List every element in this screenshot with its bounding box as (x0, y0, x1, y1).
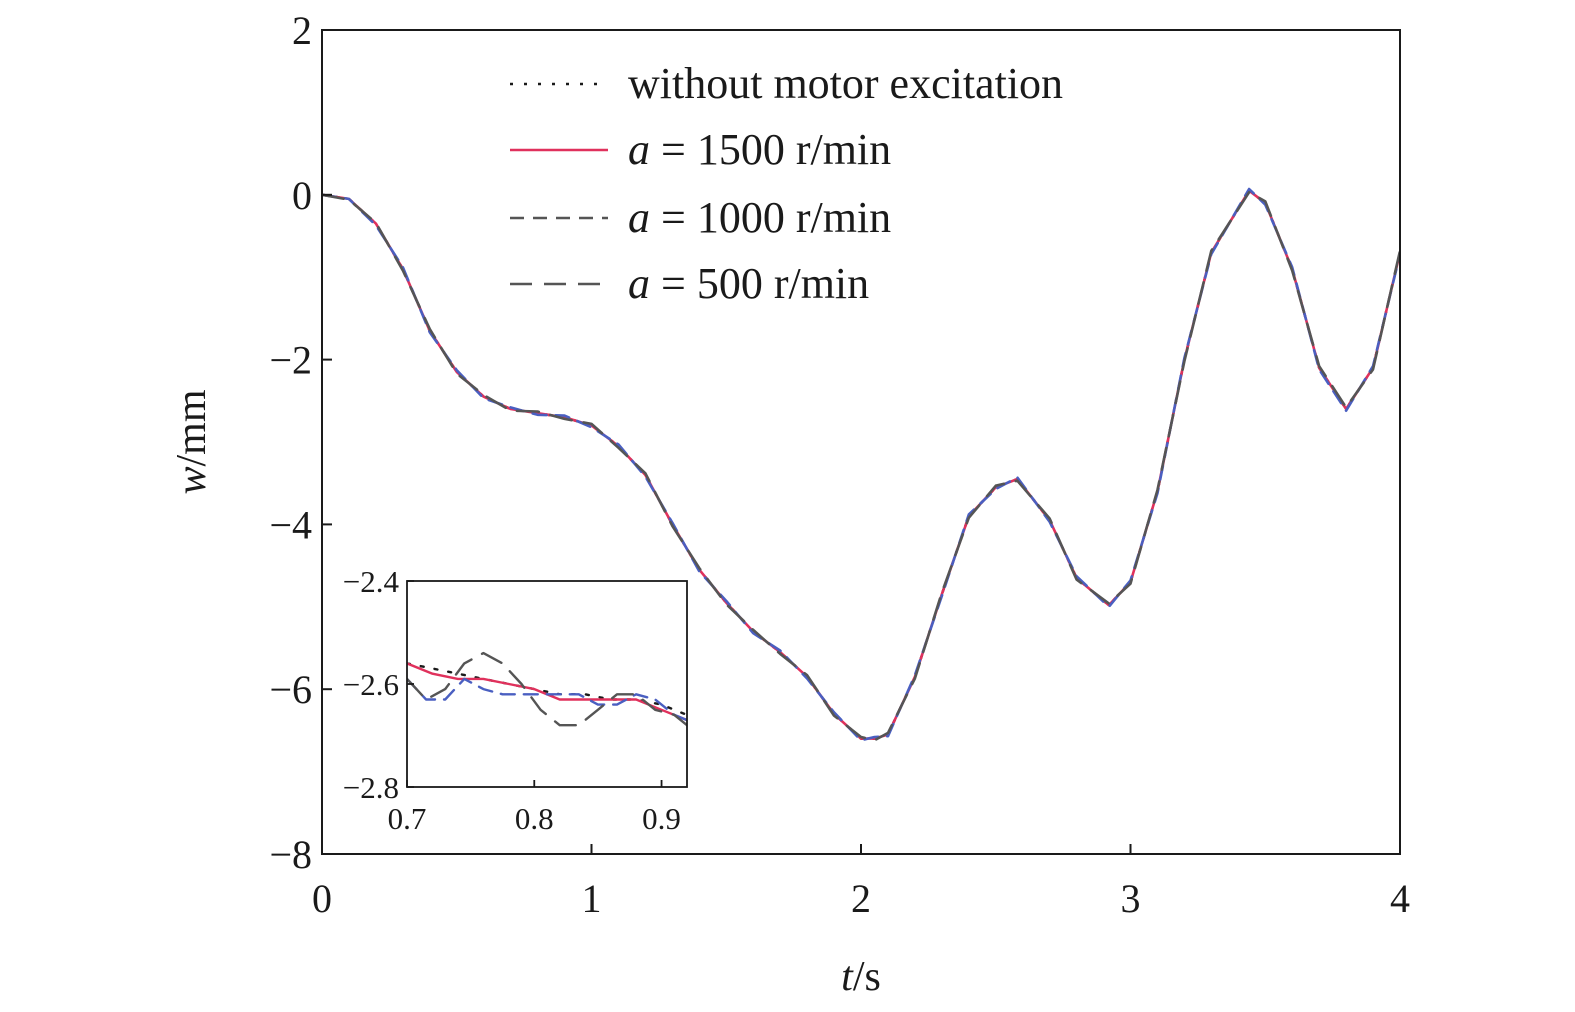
main-x-tick-label-2: 2 (851, 876, 871, 921)
axis-titles: t/s w/mm (169, 389, 881, 1000)
main-x-tick-label-1: 1 (582, 876, 602, 921)
inset-plot-area: 0.7 0.8 0.9 −2.8 −2.6 −2.4 (343, 564, 688, 836)
inset-x-tick-label-2: 0.9 (642, 801, 681, 836)
main-x-tick-label-4: 4 (1390, 876, 1410, 921)
main-y-tick-label-2: −4 (269, 502, 312, 547)
main-y-tick-label-1: −6 (269, 667, 312, 712)
inset-y-tick-label-0: −2.8 (343, 770, 399, 805)
y-axis-unit: /mm (169, 389, 215, 466)
inset-y-tick-label-2: −2.4 (343, 564, 400, 599)
legend-label-0: without motor excitation (628, 59, 1063, 108)
main-y-tick-label-5: 2 (292, 8, 312, 53)
legend-label-2: a = 1000 r/min (628, 193, 891, 242)
inset-background (407, 581, 687, 787)
inset-x-tick-label-0: 0.7 (388, 801, 427, 836)
legend-text-1: = 1500 r/min (650, 125, 891, 174)
main-plot-area: 0 1 2 3 4 −8 −6 −4 −2 0 2 (269, 8, 1410, 921)
legend-text-2: = 1000 r/min (650, 193, 891, 242)
legend-text-0: without motor excitation (628, 59, 1063, 108)
inset-y-tick-label-1: −2.6 (343, 667, 399, 702)
legend-variable-3: a (628, 259, 650, 308)
main-y-tick-label-3: −2 (269, 338, 312, 383)
main-series-line-3 (322, 191, 1400, 742)
legend-variable-2: a (628, 193, 650, 242)
inset-x-tick-label-1: 0.8 (515, 801, 554, 836)
legend-label-3: a = 500 r/min (628, 259, 869, 308)
legend-text-3: = 500 r/min (650, 259, 869, 308)
y-axis-variable: w (169, 467, 215, 495)
legend-label-1: a = 1500 r/min (628, 125, 891, 174)
main-series-line-2 (322, 187, 1400, 742)
x-axis-label: t/s (841, 954, 881, 1000)
x-axis-variable: t (841, 954, 854, 1000)
inset-series-line-2 (407, 677, 687, 722)
main-y-tick-label-0: −8 (269, 832, 312, 877)
main-x-tick-label-0: 0 (312, 876, 332, 921)
main-y-tick-label-4: 0 (292, 173, 312, 218)
inset-series-line-3 (407, 651, 687, 727)
legend-variable-1: a (628, 125, 650, 174)
main-x-tick-label-3: 3 (1121, 876, 1141, 921)
x-axis-unit: /s (853, 954, 881, 1000)
y-axis-label: w/mm (169, 389, 215, 494)
